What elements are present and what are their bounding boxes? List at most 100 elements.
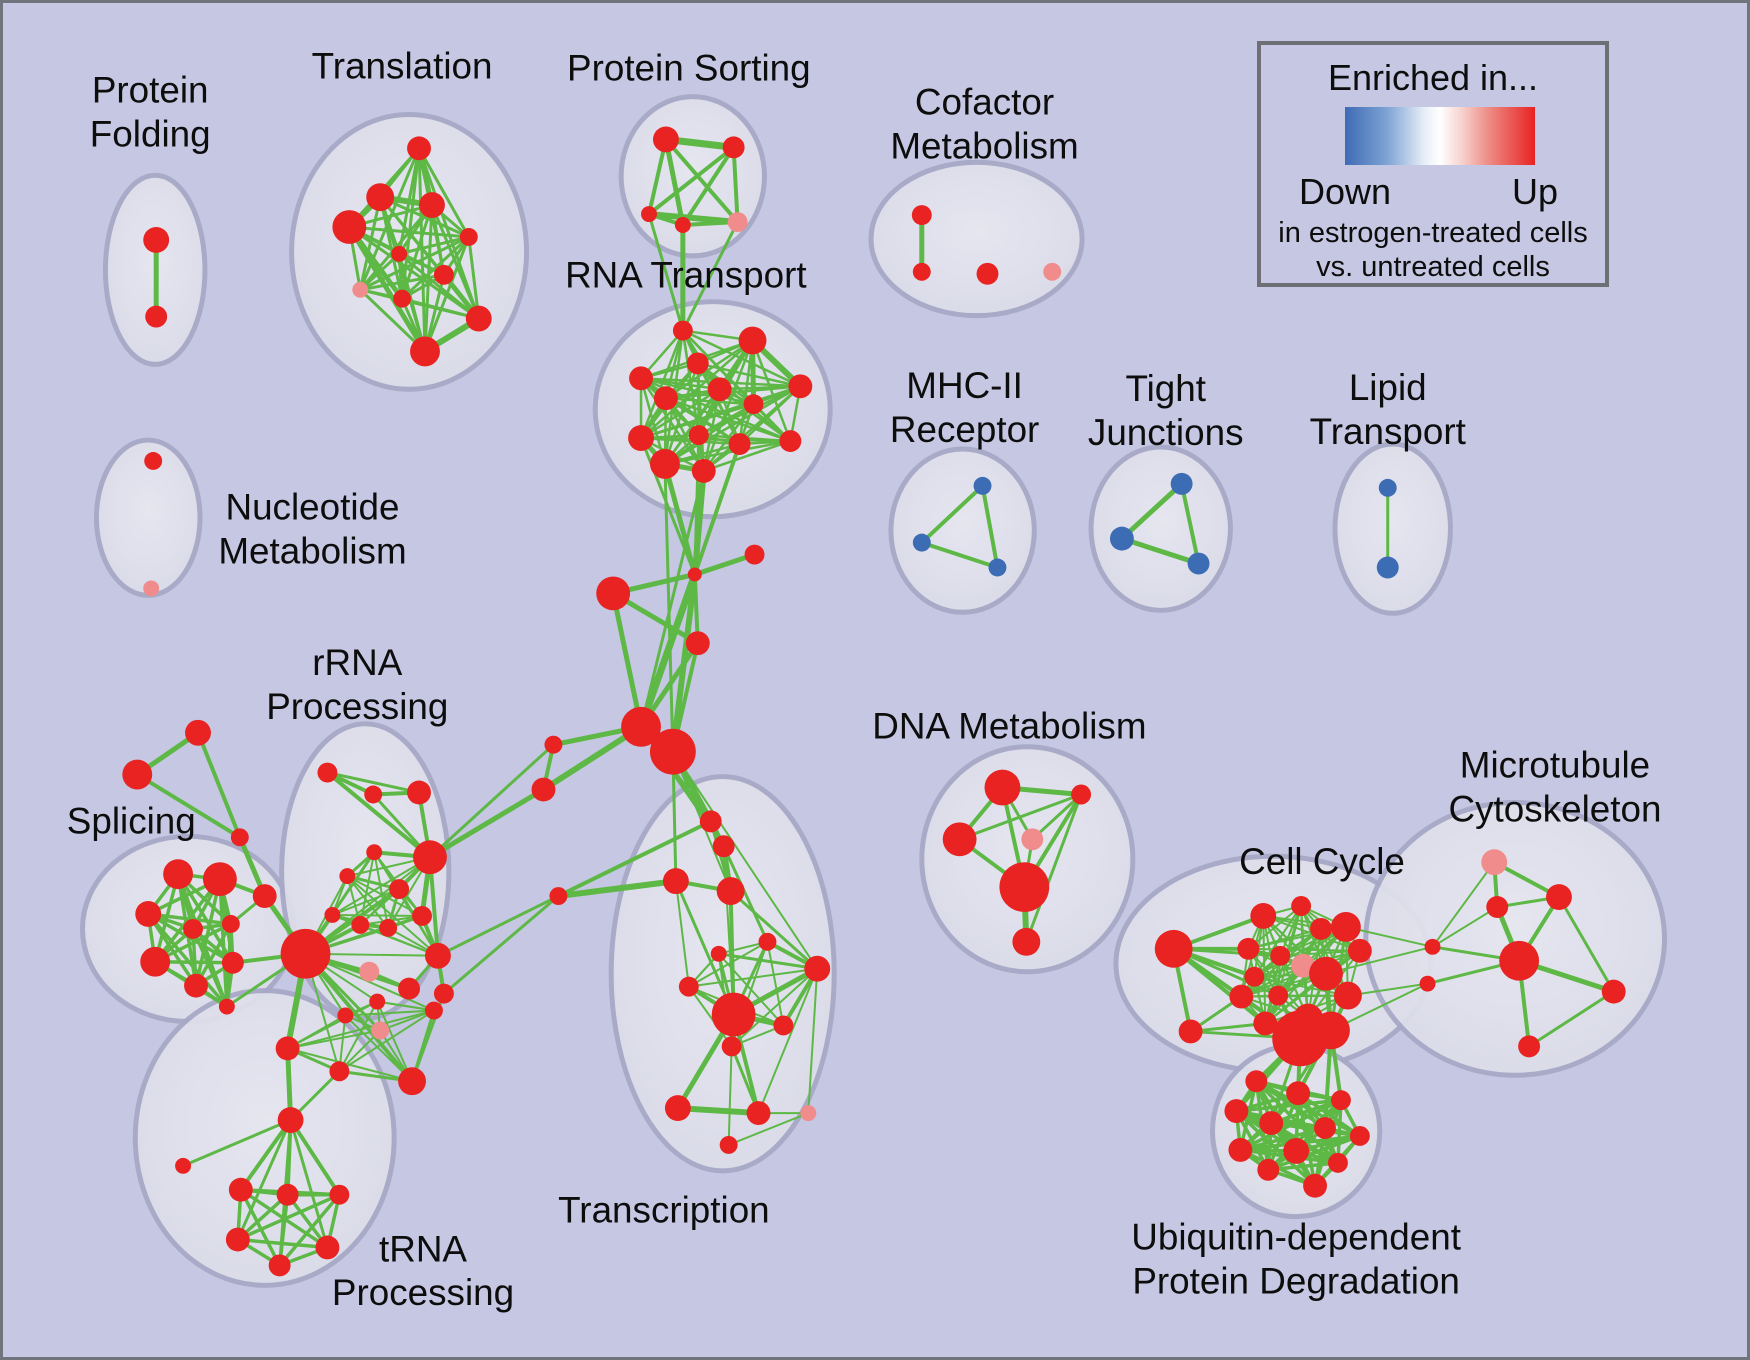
- network-node-tj2[interactable]: [1109, 526, 1134, 551]
- network-edge[interactable]: [344, 1009, 435, 1017]
- network-edge[interactable]: [662, 461, 698, 577]
- network-edge[interactable]: [331, 888, 401, 916]
- network-edge[interactable]: [289, 1118, 329, 1249]
- network-edge[interactable]: [135, 772, 242, 840]
- network-node-tj3[interactable]: [1187, 552, 1210, 575]
- network-edge[interactable]: [664, 385, 802, 400]
- network-node-tj1[interactable]: [1170, 472, 1193, 495]
- network-node-u8[interactable]: [1228, 1137, 1253, 1162]
- network-edge[interactable]: [647, 145, 736, 217]
- network-node-sp8[interactable]: [184, 973, 208, 998]
- network-edge[interactable]: [288, 1118, 342, 1197]
- network-node-r16[interactable]: [252, 884, 277, 908]
- network-edge[interactable]: [325, 771, 421, 794]
- network-edge[interactable]: [1527, 990, 1616, 1048]
- network-node-r2[interactable]: [364, 785, 383, 804]
- network-edge[interactable]: [236, 1118, 293, 1242]
- network-edge[interactable]: [639, 339, 754, 440]
- network-node-c15[interactable]: [1253, 1011, 1278, 1036]
- network-edge[interactable]: [717, 952, 785, 1027]
- network-edge[interactable]: [919, 483, 985, 545]
- network-node-c7[interactable]: [1270, 945, 1291, 966]
- network-node-c1[interactable]: [1154, 929, 1193, 968]
- network-edge[interactable]: [358, 273, 446, 292]
- network-edge[interactable]: [702, 439, 792, 473]
- network-node-tk2[interactable]: [228, 1177, 253, 1202]
- network-node-s2[interactable]: [531, 777, 556, 802]
- network-node-pf1[interactable]: [143, 227, 170, 253]
- network-node-r14[interactable]: [398, 977, 421, 1000]
- network-edge[interactable]: [674, 1105, 762, 1117]
- network-node-t7[interactable]: [804, 955, 831, 982]
- network-edge[interactable]: [358, 146, 421, 292]
- network-node-k2[interactable]: [685, 631, 710, 656]
- network-node-n1[interactable]: [672, 320, 693, 341]
- network-node-l5[interactable]: [459, 228, 478, 246]
- network-node-cf2[interactable]: [912, 262, 931, 281]
- network-edge[interactable]: [1119, 481, 1185, 542]
- network-node-u7[interactable]: [1349, 1126, 1370, 1146]
- network-node-h2[interactable]: [649, 728, 696, 775]
- network-node-pf2[interactable]: [145, 305, 168, 328]
- network-edge[interactable]: [325, 770, 432, 860]
- network-edge[interactable]: [647, 212, 685, 333]
- network-edge[interactable]: [196, 730, 242, 840]
- network-node-ps1[interactable]: [652, 126, 679, 153]
- network-node-n9[interactable]: [628, 425, 654, 452]
- network-node-u4[interactable]: [1224, 1099, 1249, 1124]
- network-node-n3[interactable]: [686, 352, 709, 375]
- network-edge[interactable]: [153, 872, 180, 964]
- network-edge[interactable]: [722, 845, 735, 1016]
- network-edge[interactable]: [346, 875, 424, 917]
- network-node-t15[interactable]: [719, 1135, 738, 1154]
- network-node-t11[interactable]: [721, 1036, 742, 1057]
- network-node-mh1[interactable]: [973, 476, 992, 495]
- network-node-l1[interactable]: [407, 136, 431, 161]
- network-node-c3[interactable]: [1291, 896, 1312, 916]
- network-edge[interactable]: [674, 880, 690, 988]
- network-node-t0[interactable]: [549, 887, 568, 906]
- network-edge[interactable]: [718, 388, 792, 443]
- network-edge[interactable]: [1266, 1134, 1362, 1172]
- network-edge[interactable]: [1557, 895, 1616, 994]
- network-edge[interactable]: [639, 469, 706, 729]
- network-node-nm1[interactable]: [144, 452, 163, 470]
- network-edge[interactable]: [146, 912, 229, 1009]
- network-node-s1[interactable]: [544, 735, 563, 754]
- network-edge[interactable]: [1172, 947, 1280, 998]
- network-node-m2[interactable]: [1486, 896, 1509, 918]
- network-node-t6[interactable]: [710, 945, 727, 962]
- network-node-cf4[interactable]: [1043, 262, 1062, 281]
- network-node-r21[interactable]: [424, 1001, 443, 1020]
- network-edge[interactable]: [637, 570, 699, 731]
- network-node-c5[interactable]: [1330, 911, 1361, 942]
- network-node-tk4[interactable]: [329, 1184, 350, 1205]
- network-node-n2[interactable]: [738, 326, 767, 355]
- network-node-h1[interactable]: [621, 706, 661, 747]
- network-edge[interactable]: [376, 1000, 414, 1083]
- network-edge[interactable]: [331, 913, 424, 917]
- network-edge[interactable]: [1325, 945, 1434, 975]
- network-edge[interactable]: [277, 1192, 342, 1268]
- network-edge[interactable]: [722, 844, 769, 944]
- network-node-k1[interactable]: [596, 576, 631, 611]
- network-edge[interactable]: [146, 912, 233, 926]
- network-edge[interactable]: [674, 879, 736, 1017]
- network-edge[interactable]: [663, 137, 740, 225]
- network-node-j1[interactable]: [687, 567, 702, 582]
- network-node-n14[interactable]: [779, 430, 802, 453]
- network-node-r11[interactable]: [412, 905, 432, 926]
- network-edge[interactable]: [238, 1118, 293, 1192]
- network-edge[interactable]: [1234, 1098, 1343, 1113]
- network-edge[interactable]: [729, 889, 819, 971]
- network-node-tc[interactable]: [230, 828, 249, 847]
- network-node-ps2[interactable]: [722, 136, 745, 159]
- network-node-m1[interactable]: [1481, 849, 1508, 876]
- network-node-rr[interactable]: [744, 544, 765, 565]
- network-node-sp2[interactable]: [202, 862, 237, 897]
- network-node-m8[interactable]: [1518, 1035, 1541, 1058]
- network-node-l10[interactable]: [465, 305, 492, 332]
- network-edge[interactable]: [639, 385, 802, 440]
- network-edge[interactable]: [1189, 1021, 1267, 1033]
- network-node-c9[interactable]: [1244, 966, 1265, 987]
